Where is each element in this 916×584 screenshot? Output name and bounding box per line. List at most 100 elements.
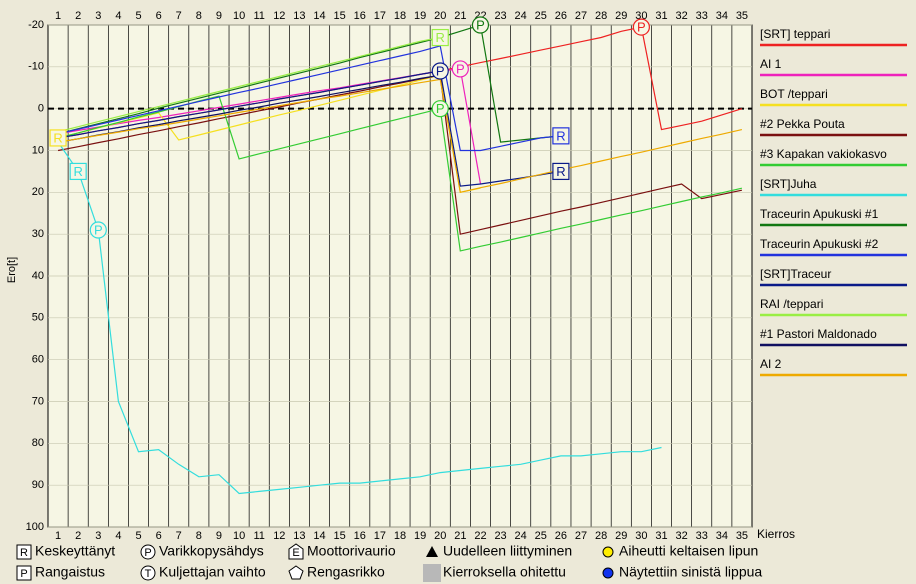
x-tick-label-top: 18 (394, 10, 406, 22)
x-tick-label: 4 (115, 530, 121, 542)
y-tick-label: -20 (28, 19, 44, 31)
x-tick-label: 25 (535, 530, 547, 542)
x-tick-label: 14 (313, 530, 325, 542)
legend-label: BOT /teppari (760, 87, 828, 101)
legend-label: #2 Pekka Pouta (760, 117, 845, 131)
key-symbol-letter: R (20, 547, 28, 559)
key-label: Uudelleen liittyminen (443, 543, 572, 559)
y-tick-label: 0 (38, 103, 44, 115)
x-tick-label-top: 9 (216, 10, 222, 22)
x-tick-label-top: 29 (615, 10, 627, 22)
x-tick-label: 35 (736, 530, 748, 542)
key-symbol (140, 544, 156, 560)
x-tick-label-top: 2 (75, 10, 81, 22)
y-tick-label: 10 (32, 144, 44, 156)
x-tick-label: 9 (216, 530, 222, 542)
event-label: R (556, 128, 565, 143)
x-tick-label-top: 3 (95, 10, 101, 22)
x-tick-label: 20 (434, 530, 446, 542)
legend-label: #1 Pastori Maldonado (760, 327, 877, 341)
series-line (57, 45, 561, 152)
x-tick-label-top: 17 (374, 10, 386, 22)
event-marker (632, 18, 650, 36)
event-marker (471, 16, 490, 34)
event-label: P (637, 20, 646, 35)
legend-label: Traceurin Apukuski #2 (760, 237, 879, 251)
x-tick-label-top: 8 (196, 10, 202, 22)
x-tick-label-top: 28 (595, 10, 607, 22)
legend-label: [SRT]Juha (760, 177, 817, 191)
legend-label: [SRT]Traceur (760, 267, 831, 281)
x-tick-label-top: 34 (716, 10, 728, 22)
event-marker (552, 127, 570, 145)
y-tick-label: 90 (32, 479, 44, 491)
event-label: R (73, 164, 82, 179)
series-line (57, 95, 743, 252)
event-marker (451, 60, 469, 78)
key-symbol-letter: P (20, 568, 27, 580)
x-tick-label-top: 24 (515, 10, 527, 22)
x-tick-label-top: 33 (696, 10, 708, 22)
x-tick-label: 11 (253, 530, 264, 542)
x-tick-label-top: 16 (354, 10, 366, 22)
y-tick-label: 100 (26, 521, 44, 533)
y-tick-label: 60 (32, 354, 44, 366)
series-line (57, 141, 662, 495)
x-tick-label: 27 (575, 530, 587, 542)
x-tick-label: 8 (196, 530, 202, 542)
x-tick-label: 3 (95, 530, 101, 542)
key-symbol-letter: E (292, 547, 299, 559)
key-symbol-letter: P (144, 547, 151, 559)
event-label: R (436, 30, 445, 45)
x-tick-label: 23 (494, 530, 506, 542)
key-symbol (423, 564, 441, 582)
x-tick-label-top: 23 (494, 10, 506, 22)
x-tick-label: 19 (414, 530, 426, 542)
event-label: P (476, 17, 485, 32)
x-tick-label-top: 20 (434, 10, 446, 22)
x-tick-label: 5 (135, 530, 141, 542)
key-symbol (16, 565, 32, 581)
key-label: Näytettiin sinistä lippua (619, 564, 762, 580)
key-label: Kierroksella ohitettu (443, 564, 566, 580)
x-tick-label-top: 35 (736, 10, 748, 22)
x-tick-label-top: 21 (454, 10, 466, 22)
event-label: R (53, 130, 62, 145)
key-symbol (602, 546, 614, 558)
event-marker (552, 162, 570, 181)
event-label: R (556, 164, 565, 179)
event-marker (69, 162, 87, 181)
series-line (57, 36, 441, 133)
event-marker (89, 221, 107, 239)
legend-label: #3 Kapakan vakiokasvo (760, 147, 887, 161)
x-tick-label: 16 (354, 530, 366, 542)
y-tick-label: 30 (32, 228, 44, 240)
key-symbol (426, 546, 438, 557)
x-tick-label-top: 15 (334, 10, 346, 22)
x-tick-label: 32 (675, 530, 687, 542)
key-label: Varikkopysähdys (159, 543, 264, 559)
x-tick-label: 28 (595, 530, 607, 542)
symbol-key: R Keskeyttänyt P Varikkopysähdys E Moottoriva… (16, 543, 762, 582)
key-symbol (288, 543, 304, 560)
key-symbol (602, 567, 614, 579)
x-tick-label: 1 (55, 530, 61, 542)
x-tick-label: 31 (655, 530, 667, 542)
series-line (57, 74, 481, 194)
event-label: P (456, 61, 465, 76)
legend-label: [SRT] teppari (760, 27, 830, 41)
x-tick-label-top: 11 (253, 10, 264, 22)
x-tick-label: 34 (716, 530, 728, 542)
x-tick-label-top: 7 (176, 10, 182, 22)
key-label: Moottorivaurio (307, 543, 396, 559)
x-tick-label-top: 26 (555, 10, 567, 22)
event-label: P (436, 101, 445, 116)
y-tick-label: 80 (32, 437, 44, 449)
x-tick-label: 33 (696, 530, 708, 542)
series-line (57, 74, 743, 235)
x-tick-label-top: 5 (135, 10, 141, 22)
y-tick-label: 70 (32, 395, 44, 407)
event-marker (49, 129, 67, 147)
series-line (58, 78, 743, 194)
